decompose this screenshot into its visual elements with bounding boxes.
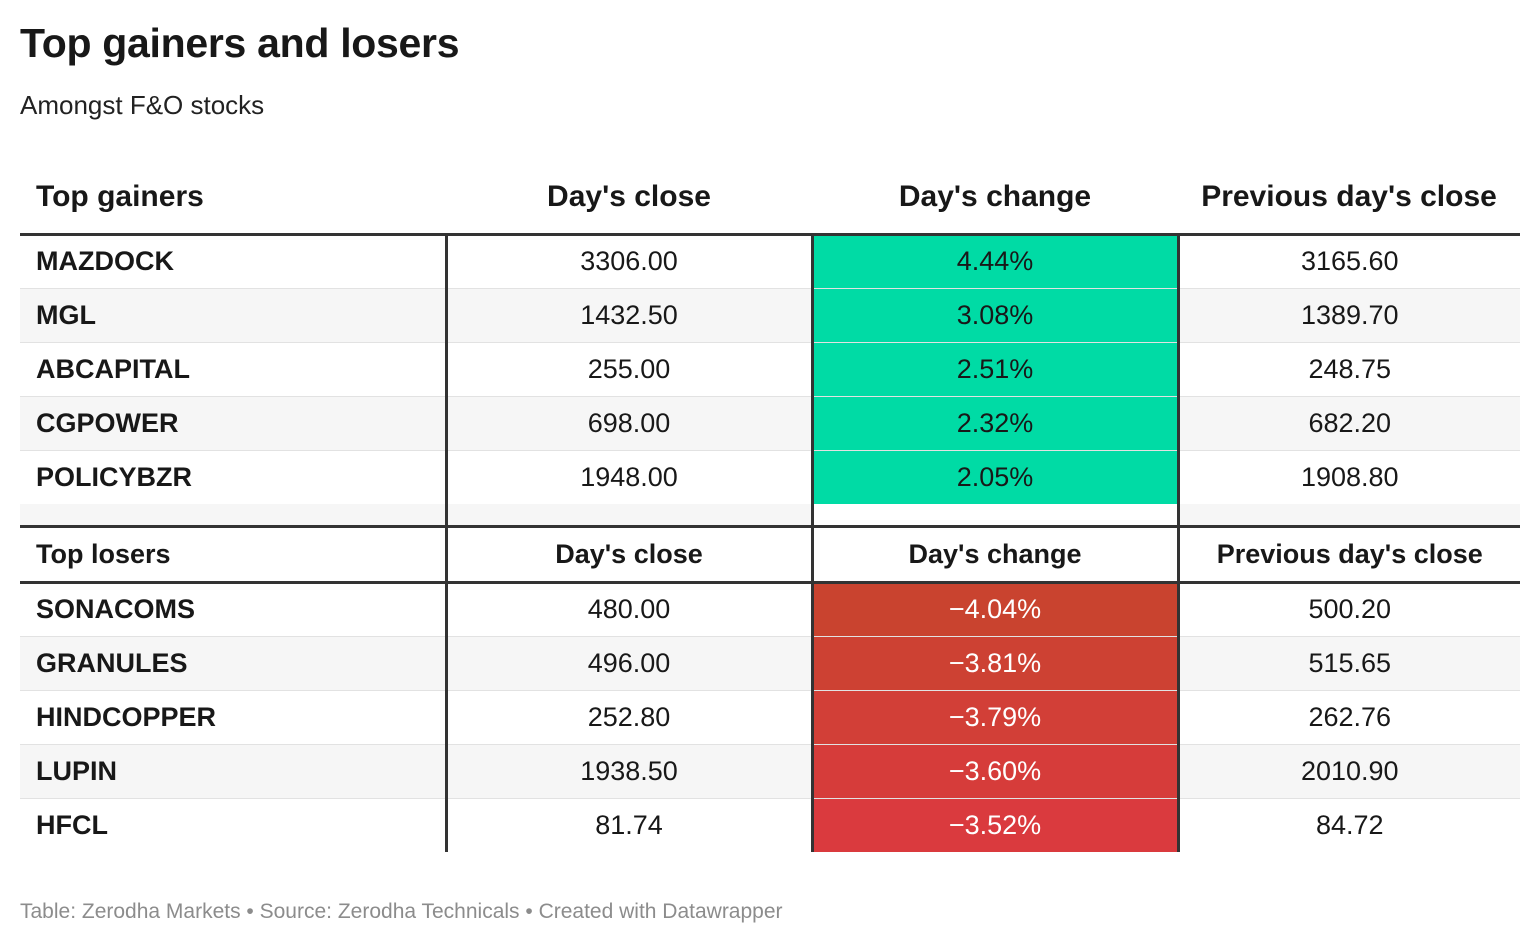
- days-close-cell: 698.00: [446, 396, 814, 451]
- spacer-body: Top losers Day's close Day's change Prev…: [20, 504, 1520, 584]
- previous-close-cell: 2010.90: [1178, 744, 1520, 799]
- table-row: MGL 1432.50 3.08% 1389.70: [20, 288, 1520, 343]
- days-change-cell: −3.52%: [812, 798, 1180, 852]
- days-close-cell: 496.00: [446, 636, 814, 691]
- stock-name-cell: HINDCOPPER: [20, 690, 448, 745]
- table-row: HFCL 81.74 −3.52% 84.72: [20, 798, 1520, 852]
- gainers-losers-table-container: Top gainers Day's close Day's change Pre…: [20, 162, 1520, 852]
- previous-close-cell: 1908.80: [1300, 461, 1399, 492]
- days-close-cell: 1432.50: [446, 288, 814, 343]
- spacer-cell: [812, 504, 1180, 526]
- stock-name-cell: POLICYBZR: [20, 450, 448, 504]
- table-row: SONACOMS 480.00 −4.04% 500.20: [20, 582, 1520, 637]
- table-row: ABCAPITAL 255.00 2.51% 248.75: [20, 342, 1520, 397]
- stock-name-cell: LUPIN: [20, 744, 448, 799]
- days-change-cell: −3.60%: [812, 744, 1180, 799]
- chart-subtitle: Amongst F&O stocks: [20, 90, 265, 120]
- previous-close-cell: 3165.60: [1178, 234, 1520, 289]
- days-change-cell: 2.32%: [812, 396, 1180, 451]
- days-close-cell: 480.00: [446, 582, 814, 637]
- table-row: POLICYBZR 1948.00 2.05% 1908.80: [20, 450, 1520, 504]
- days-change-cell: 4.44%: [812, 234, 1180, 289]
- days-close-cell: 81.74: [446, 798, 814, 852]
- days-close-cell: 252.80: [446, 690, 814, 745]
- days-close-cell: 255.00: [446, 342, 814, 397]
- table-row: CGPOWER 698.00 2.32% 682.20: [20, 396, 1520, 451]
- header-previous-close[interactable]: Previous day's close: [1178, 162, 1520, 236]
- header-top-losers[interactable]: Top losers: [20, 524, 448, 584]
- days-change-cell: −4.04%: [812, 582, 1180, 637]
- days-close-cell: 1948.00: [446, 450, 814, 504]
- stock-name-cell: MAZDOCK: [20, 234, 448, 289]
- header-days-change[interactable]: Day's change: [812, 162, 1178, 236]
- days-change-cell: 2.51%: [812, 342, 1180, 397]
- table-row: LUPIN 1938.50 −3.60% 2010.90: [20, 744, 1520, 799]
- stock-name-cell: MGL: [20, 288, 448, 343]
- stock-name-cell: CGPOWER: [20, 396, 448, 451]
- table-row: MAZDOCK 3306.00 4.44% 3165.60: [20, 234, 1520, 289]
- table-row: HINDCOPPER 252.80 −3.79% 262.76: [20, 690, 1520, 745]
- previous-close-cell: 248.75: [1178, 342, 1520, 397]
- days-change-cell: −3.79%: [812, 690, 1180, 745]
- previous-close-cell: 500.20: [1178, 582, 1520, 637]
- days-change-cell: 2.05%: [812, 450, 1180, 504]
- spacer-cell: [446, 504, 814, 526]
- table-row: GRANULES 496.00 −3.81% 515.65: [20, 636, 1520, 691]
- header-days-close[interactable]: Day's close: [446, 162, 812, 236]
- previous-close-cell: 515.65: [1178, 636, 1520, 691]
- stock-name-cell: ABCAPITAL: [20, 342, 448, 397]
- header-days-change[interactable]: Day's change: [812, 524, 1180, 584]
- chart-title: Top gainers and losers: [20, 20, 460, 66]
- days-change-cell: 3.08%: [812, 288, 1180, 343]
- stock-name-cell: SONACOMS: [20, 582, 448, 637]
- days-close-cell: 1938.50: [446, 744, 814, 799]
- header-previous-close[interactable]: Previous day's close: [1178, 524, 1520, 584]
- spacer-row: [20, 504, 1520, 526]
- losers-header-row: Top losers Day's close Day's change Prev…: [20, 524, 1520, 584]
- gainers-losers-table: Top gainers Day's close Day's change Pre…: [20, 162, 1520, 852]
- spacer-cell: [20, 504, 448, 526]
- previous-close-cell: 682.20: [1178, 396, 1520, 451]
- previous-close-cell: 262.76: [1178, 690, 1520, 745]
- stock-name-cell: GRANULES: [20, 636, 448, 691]
- previous-close-cell: 84.72: [1315, 809, 1384, 840]
- gainers-body: MAZDOCK 3306.00 4.44% 3165.60 MGL 1432.50 3.08…: [20, 234, 1520, 504]
- losers-body: SONACOMS 480.00 −4.04% 500.20 GRANULES 496.00…: [20, 582, 1520, 852]
- previous-close-cell: 1389.70: [1178, 288, 1520, 343]
- header-days-close[interactable]: Day's close: [446, 524, 814, 584]
- days-close-cell: 3306.00: [446, 234, 814, 289]
- chart-footer: Table: Zerodha Markets • Source: Zerodha…: [20, 900, 783, 923]
- header-top-gainers[interactable]: Top gainers: [20, 162, 446, 236]
- gainers-header-row: Top gainers Day's close Day's change Pre…: [20, 162, 1520, 236]
- spacer-cell: [1178, 504, 1520, 526]
- days-change-cell: −3.81%: [812, 636, 1180, 691]
- stock-name-cell: HFCL: [20, 798, 448, 852]
